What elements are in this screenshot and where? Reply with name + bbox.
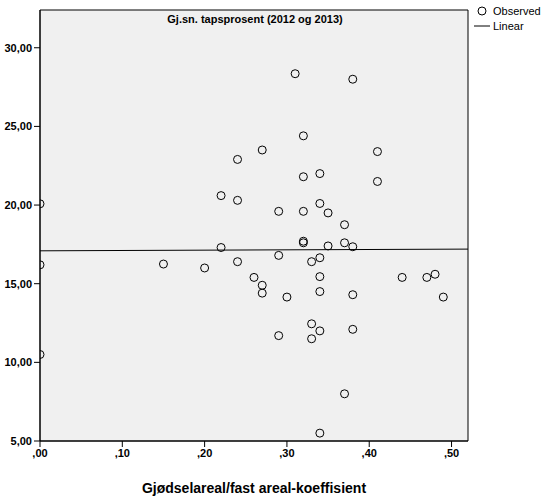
svg-text:10,00: 10,00 (8, 356, 32, 368)
svg-text:,20: ,20 (197, 447, 212, 459)
svg-text:,00: ,00 (32, 447, 47, 459)
html-text:Observed: Observed (493, 4, 541, 17)
svg-text:25,00: 25,00 (8, 120, 32, 132)
svg-text:30,00: 30,00 (8, 42, 32, 54)
html-text:Gj.sn. tapsprosent (2012 og 20: Gj.sn. tapsprosent (2012 og 2013) (167, 13, 343, 25)
svg-text:,40: ,40 (362, 447, 377, 459)
svg-text:15,00: 15,00 (8, 278, 32, 290)
svg-text:20,00: 20,00 (8, 199, 32, 211)
svg-text:,30: ,30 (279, 447, 294, 459)
svg-text:,10: ,10 (115, 447, 130, 459)
svg-text:Gjødselareal/fast areal-koeffi: Gjødselareal/fast areal-koeffisient (142, 480, 366, 496)
svg-text:5,00: 5,00 (11, 435, 32, 447)
svg-text:,50: ,50 (444, 447, 459, 459)
html-text:Linear: Linear (493, 19, 524, 32)
